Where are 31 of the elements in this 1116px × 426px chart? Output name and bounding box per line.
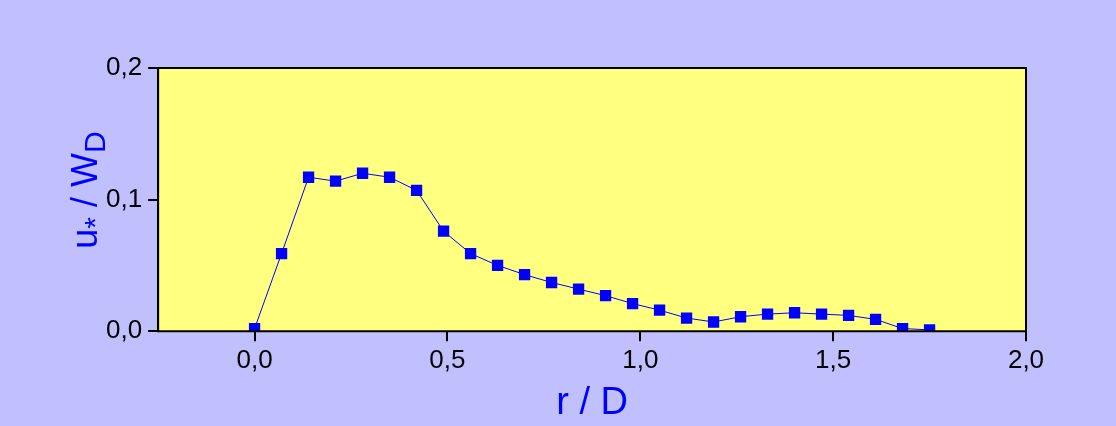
point <box>653 304 666 316</box>
point <box>842 309 855 322</box>
point <box>275 247 288 260</box>
point <box>545 276 558 289</box>
x-tick-label: 1,0 <box>622 343 659 374</box>
point <box>329 175 342 187</box>
point <box>518 268 531 281</box>
point <box>356 167 369 179</box>
point <box>464 247 477 260</box>
point <box>383 171 396 183</box>
point <box>761 308 774 320</box>
point <box>815 308 828 320</box>
point <box>491 259 504 272</box>
point <box>680 312 693 324</box>
point <box>626 297 639 310</box>
x-tick-label: 0,0 <box>236 343 273 374</box>
point <box>572 283 585 295</box>
point <box>437 225 450 237</box>
y-tick-label: 0,0 <box>105 314 143 345</box>
x-tick-label: 2,0 <box>1007 343 1045 374</box>
x-axis-title: r / D <box>556 379 628 422</box>
x-tick-label: 0,5 <box>429 343 466 374</box>
point <box>599 290 612 302</box>
point <box>788 307 801 319</box>
point <box>707 316 720 328</box>
point <box>869 313 882 326</box>
point <box>410 184 423 197</box>
point <box>302 171 315 183</box>
y-tick-label: 0,2 <box>105 51 143 82</box>
point <box>734 311 747 323</box>
x-tick-label: 1,5 <box>815 343 852 374</box>
